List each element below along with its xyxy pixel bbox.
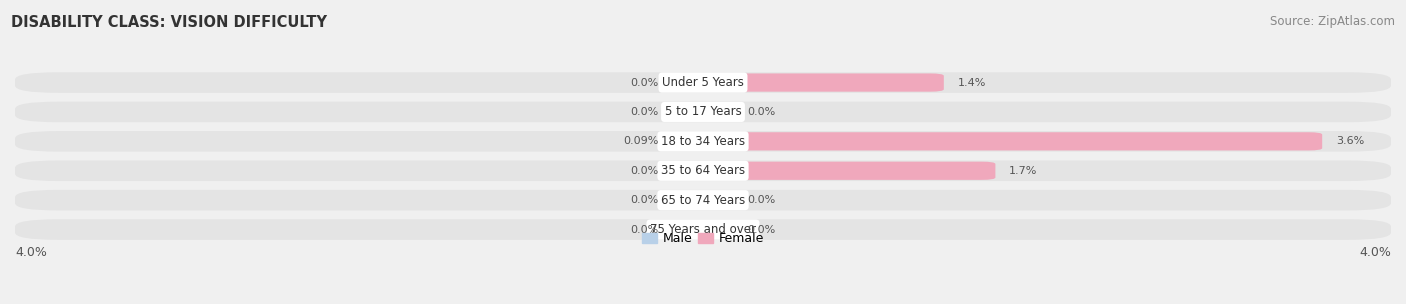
Text: 0.0%: 0.0% (748, 225, 776, 235)
FancyBboxPatch shape (703, 191, 734, 209)
Text: 75 Years and over: 75 Years and over (650, 223, 756, 236)
FancyBboxPatch shape (15, 131, 1391, 152)
FancyBboxPatch shape (15, 161, 1391, 181)
Text: Source: ZipAtlas.com: Source: ZipAtlas.com (1270, 15, 1395, 28)
Text: 1.4%: 1.4% (957, 78, 986, 88)
Text: 0.0%: 0.0% (630, 195, 658, 205)
FancyBboxPatch shape (703, 220, 734, 239)
Text: DISABILITY CLASS: VISION DIFFICULTY: DISABILITY CLASS: VISION DIFFICULTY (11, 15, 328, 30)
FancyBboxPatch shape (672, 191, 703, 209)
FancyBboxPatch shape (15, 219, 1391, 240)
FancyBboxPatch shape (703, 103, 734, 121)
Text: 0.0%: 0.0% (630, 78, 658, 88)
Text: 65 to 74 Years: 65 to 74 Years (661, 194, 745, 207)
FancyBboxPatch shape (15, 102, 1391, 122)
Text: 0.0%: 0.0% (630, 107, 658, 117)
Text: 0.0%: 0.0% (630, 166, 658, 176)
FancyBboxPatch shape (15, 190, 1391, 210)
Text: Under 5 Years: Under 5 Years (662, 76, 744, 89)
FancyBboxPatch shape (672, 220, 703, 239)
FancyBboxPatch shape (672, 103, 703, 121)
Text: 0.0%: 0.0% (630, 225, 658, 235)
Text: 5 to 17 Years: 5 to 17 Years (665, 105, 741, 119)
FancyBboxPatch shape (672, 162, 703, 180)
FancyBboxPatch shape (703, 162, 995, 180)
Text: 0.09%: 0.09% (623, 136, 658, 146)
Text: 4.0%: 4.0% (15, 246, 46, 259)
FancyBboxPatch shape (672, 74, 703, 92)
Text: 4.0%: 4.0% (1360, 246, 1391, 259)
Text: 1.7%: 1.7% (1010, 166, 1038, 176)
FancyBboxPatch shape (688, 132, 703, 150)
Text: 35 to 64 Years: 35 to 64 Years (661, 164, 745, 177)
Legend: Male, Female: Male, Female (637, 227, 769, 250)
Text: 0.0%: 0.0% (748, 107, 776, 117)
FancyBboxPatch shape (703, 132, 1322, 150)
Text: 0.0%: 0.0% (748, 195, 776, 205)
FancyBboxPatch shape (15, 72, 1391, 93)
FancyBboxPatch shape (703, 74, 943, 92)
Text: 3.6%: 3.6% (1336, 136, 1364, 146)
Text: 18 to 34 Years: 18 to 34 Years (661, 135, 745, 148)
